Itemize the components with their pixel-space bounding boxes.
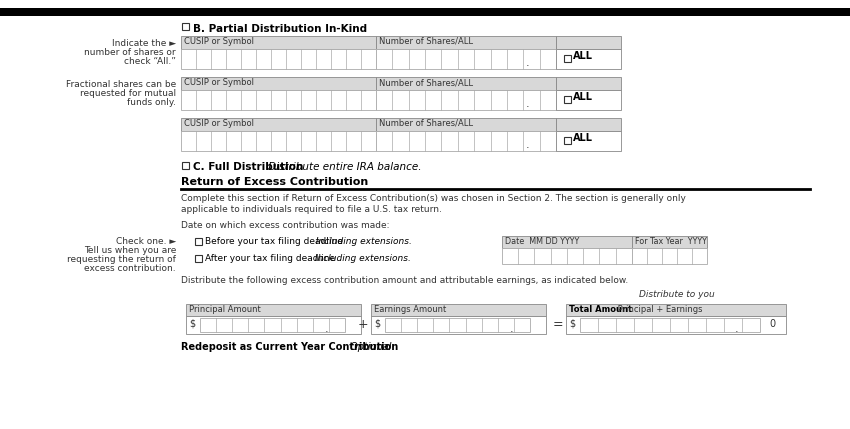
Text: .: . [525,58,529,68]
Bar [182,23,189,30]
Bar [556,118,621,131]
Bar [556,77,621,90]
Text: ALL: ALL [573,92,593,102]
Text: number of shares or: number of shares or [84,48,176,57]
Text: Tell us when you are: Tell us when you are [83,246,176,255]
Bar [181,118,376,131]
Bar [376,118,556,131]
Bar [195,255,202,262]
Bar [195,238,202,245]
Text: C. Full Distribution: C. Full Distribution [193,162,303,172]
Bar [556,131,621,151]
Bar [371,304,546,316]
Text: Distribute to you: Distribute to you [639,290,715,299]
Text: Indicate the ►: Indicate the ► [112,39,176,48]
Text: funds only.: funds only. [128,98,176,107]
Text: Principal Amount: Principal Amount [189,305,261,314]
Text: Return of Excess Contribution: Return of Excess Contribution [181,177,368,187]
Text: CUSIP or Symbol: CUSIP or Symbol [184,37,254,46]
Text: .: . [509,324,513,334]
Bar [181,36,376,49]
Text: Date  MM DD YYYY: Date MM DD YYYY [505,237,579,246]
Bar [502,248,632,264]
Bar [564,55,571,62]
Text: Including extensions.: Including extensions. [312,254,411,263]
Bar [556,36,621,49]
Text: check “All.”: check “All.” [124,57,176,66]
Text: Redeposit as Current Year Contribution: Redeposit as Current Year Contribution [181,342,399,352]
Text: Optional: Optional [347,342,392,352]
Text: Complete this section if Return of Excess Contribution(s) was chosen in Section : Complete this section if Return of Exces… [181,194,686,203]
Bar [376,90,556,110]
Bar [181,90,376,110]
Bar [376,77,556,90]
Text: Principal + Earnings: Principal + Earnings [615,305,702,314]
Bar [181,77,376,90]
Bar [564,96,571,103]
Bar [385,318,530,332]
Text: Earnings Amount: Earnings Amount [374,305,446,314]
Bar [376,36,556,49]
Text: Check one. ►: Check one. ► [116,237,176,246]
Text: After your tax filing deadline: After your tax filing deadline [205,254,335,263]
Text: Before your tax filing deadline: Before your tax filing deadline [205,237,343,246]
Text: B. Partial Distribution In-Kind: B. Partial Distribution In-Kind [193,24,367,34]
Text: $: $ [189,319,196,329]
Text: applicable to individuals required to file a U.S. tax return.: applicable to individuals required to fi… [181,205,442,214]
Text: Fractional shares can be: Fractional shares can be [65,80,176,89]
Bar [181,131,376,151]
Text: Total Amount: Total Amount [569,305,632,314]
Text: CUSIP or Symbol: CUSIP or Symbol [184,119,254,128]
Bar [564,137,571,144]
Text: Number of Shares/ALL: Number of Shares/ALL [379,78,473,87]
Bar [376,49,556,69]
Text: ALL: ALL [573,133,593,143]
Text: .: . [325,324,328,334]
Text: Including extensions.: Including extensions. [313,237,412,246]
Bar [200,318,345,332]
Text: $: $ [569,319,575,329]
Text: requesting the return of: requesting the return of [67,255,176,264]
Bar [556,49,621,69]
Text: 0: 0 [770,319,776,329]
Text: Date on which excess contribution was made:: Date on which excess contribution was ma… [181,221,389,230]
Text: ALL: ALL [573,51,593,61]
Text: Distribute entire IRA balance.: Distribute entire IRA balance. [265,162,422,172]
Text: CUSIP or Symbol: CUSIP or Symbol [184,78,254,87]
Text: $: $ [374,319,380,329]
Bar [632,248,707,264]
Bar [181,49,376,69]
Bar [0,8,850,16]
Text: +: + [358,318,368,332]
Text: excess contribution.: excess contribution. [84,264,176,273]
Text: .: . [734,324,739,334]
Bar [632,236,707,248]
Bar [182,162,189,169]
Text: Distribute the following excess contribution amount and attributable earnings, a: Distribute the following excess contribu… [181,276,628,285]
Bar [566,304,786,316]
Bar [376,131,556,151]
Bar [371,316,546,334]
Bar [566,316,786,334]
Bar [556,90,621,110]
Text: For Tax Year  YYYY: For Tax Year YYYY [635,237,707,246]
Bar [502,236,632,248]
Bar [186,304,361,316]
Bar [186,316,361,334]
Text: .: . [525,100,529,109]
Text: Number of Shares/ALL: Number of Shares/ALL [379,37,473,46]
Text: requested for mutual: requested for mutual [80,89,176,98]
Text: Number of Shares/ALL: Number of Shares/ALL [379,119,473,128]
Bar [580,318,760,332]
Text: .: . [525,140,529,151]
Text: =: = [552,318,564,332]
